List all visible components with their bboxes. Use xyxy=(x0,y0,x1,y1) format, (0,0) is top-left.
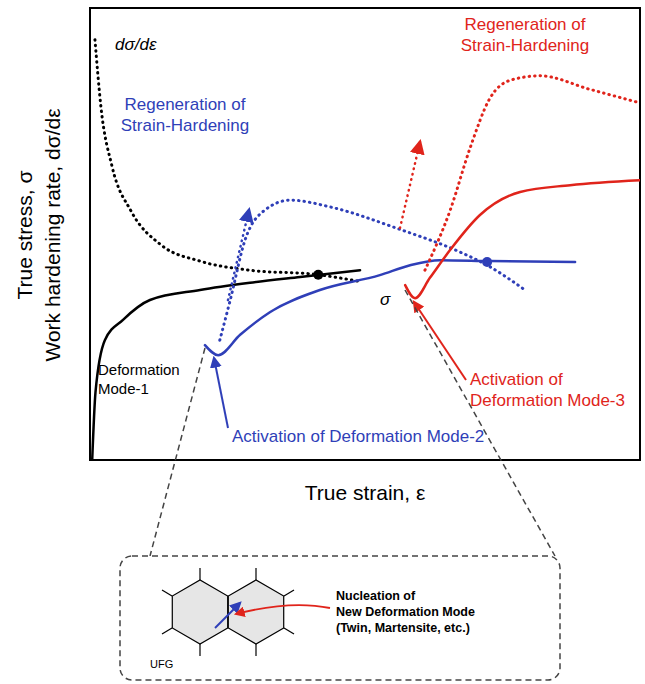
svg-text:Regeneration ofStrain-Hardenin: Regeneration ofStrain-Hardening xyxy=(121,95,250,135)
svg-text:DeformationMode-1: DeformationMode-1 xyxy=(98,361,180,397)
svg-text:UFG: UFG xyxy=(150,658,173,670)
svg-text:Work hardening rate, dσ/dε: Work hardening rate, dσ/dε xyxy=(41,108,64,361)
svg-text:Activation ofDeformation Mode-: Activation ofDeformation Mode-3 xyxy=(470,370,625,410)
svg-text:True stress, σ: True stress, σ xyxy=(13,171,36,300)
svg-text:σ: σ xyxy=(380,290,391,309)
svg-text:Activation of Deformation Mode: Activation of Deformation Mode-2 xyxy=(232,427,484,446)
svg-text:dσ/dε: dσ/dε xyxy=(115,35,157,54)
svg-text:Nucleation ofNew Deformation M: Nucleation ofNew Deformation Mode(Twin, … xyxy=(336,589,475,635)
svg-text:True strain, ε: True strain, ε xyxy=(305,481,426,504)
svg-text:Regeneration ofStrain-Hardenin: Regeneration ofStrain-Hardening xyxy=(461,15,590,55)
